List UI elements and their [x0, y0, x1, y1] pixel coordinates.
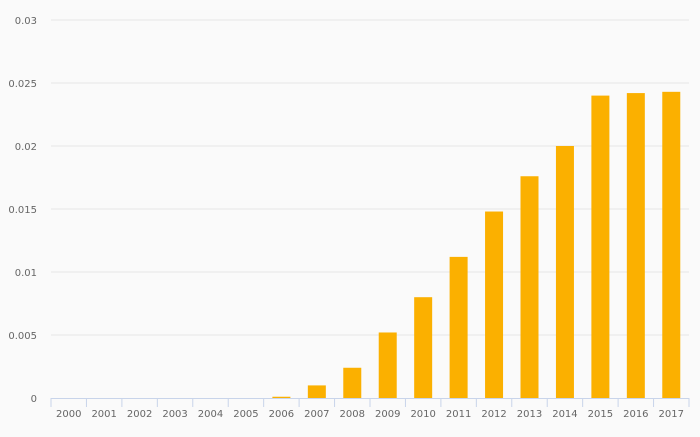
y-tick-label: 0.01	[15, 268, 37, 279]
x-tick-label: 2002	[127, 409, 152, 420]
x-tick-label: 2016	[623, 409, 648, 420]
x-tick-label: 2010	[410, 409, 435, 420]
bar-2011	[449, 256, 468, 398]
y-tick-label: 0	[31, 394, 37, 405]
y-tick-label: 0.025	[8, 79, 37, 90]
x-tick-label: 2008	[340, 409, 365, 420]
x-axis: 2000 2001 2002 2003 2004 2005 2006 2007 2008 2009…	[50, 398, 690, 420]
bar-2016	[626, 93, 645, 398]
y-axis-ticks: 0 0.005 0.01 0.015 0.02 0.025 0.03	[8, 16, 37, 405]
gridlines	[51, 19, 689, 336]
bar-2009	[378, 332, 397, 398]
x-tick-label: 2000	[56, 409, 81, 420]
y-tick-label: 0.03	[15, 16, 37, 27]
x-tick-label: 2001	[91, 409, 116, 420]
bar-2017	[662, 91, 681, 398]
bar-2012	[485, 211, 504, 398]
bar-2015	[591, 95, 610, 398]
x-tick-label: 2006	[269, 409, 294, 420]
x-tick-label: 2004	[198, 409, 223, 420]
bar-2013	[520, 176, 539, 398]
bar-2014	[555, 146, 574, 398]
bar-2010	[414, 297, 433, 398]
x-tick-label: 2015	[588, 409, 613, 420]
y-tick-label: 0.02	[15, 142, 37, 153]
y-tick-label: 0.015	[8, 205, 37, 216]
bar-2006	[272, 396, 291, 398]
x-tick-label: 2009	[375, 409, 400, 420]
x-tick-label: 2017	[659, 409, 684, 420]
x-tick-label: 2005	[233, 409, 258, 420]
x-tick-label: 2011	[446, 409, 471, 420]
bars	[272, 91, 681, 398]
bar-2007	[307, 385, 326, 398]
x-tick-label: 2007	[304, 409, 329, 420]
y-tick-label: 0.005	[8, 331, 37, 342]
x-tick-label: 2003	[162, 409, 187, 420]
x-tick-label: 2014	[552, 409, 577, 420]
bar-2008	[343, 367, 362, 398]
x-tick-label: 2013	[517, 409, 542, 420]
x-tick-label: 2012	[481, 409, 506, 420]
